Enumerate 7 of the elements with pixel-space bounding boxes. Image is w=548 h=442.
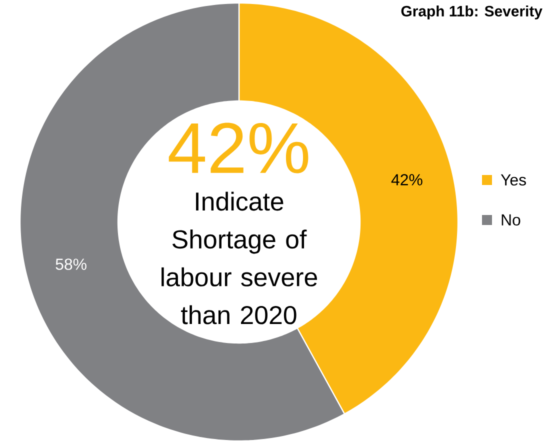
legend-label: No (502, 214, 520, 226)
text: 42% (168, 122, 308, 174)
legend-label: Yes (500, 174, 526, 186)
data-label: 42% (391, 174, 422, 186)
chart-title: Graph 11b: Severity (401, 6, 542, 20)
text: Indicate Shortage of labour severe than 2020 (162, 192, 318, 324)
data-label: 58% (56, 258, 86, 270)
